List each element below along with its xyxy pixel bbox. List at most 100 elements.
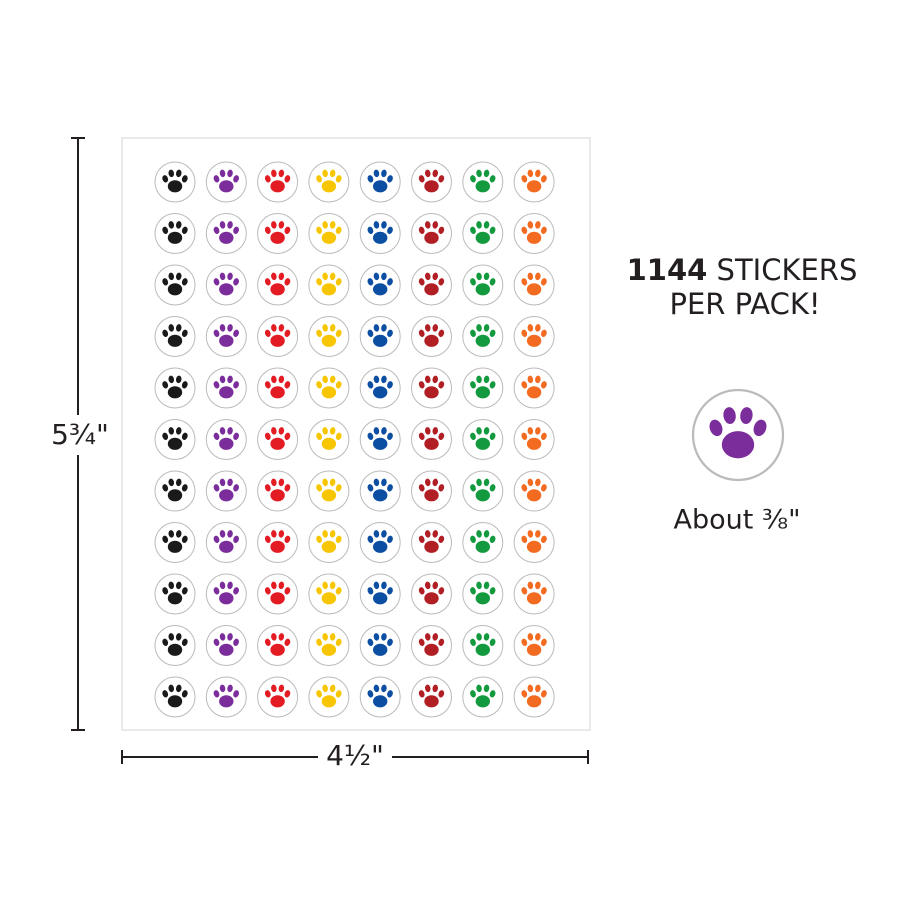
paw: [213, 581, 239, 605]
paw-sticker: [359, 367, 401, 409]
paw-toe: [181, 484, 188, 492]
paw-toe: [476, 272, 482, 281]
paw: [470, 633, 496, 656]
paw-toe: [213, 329, 220, 337]
paw-pad: [424, 180, 439, 193]
paw-toe: [387, 432, 393, 440]
paw-toe: [329, 684, 336, 693]
paw-pad: [167, 695, 183, 708]
paw-toe: [367, 484, 374, 492]
paw-sticker: [205, 676, 247, 718]
paw-toe: [418, 690, 425, 698]
paw-toe: [322, 684, 328, 693]
paw-toe: [213, 175, 220, 183]
paw-toe: [168, 581, 175, 590]
paw-pad: [270, 540, 285, 553]
paw-pad: [526, 437, 542, 450]
paw: [418, 478, 445, 502]
paw-pad: [321, 334, 337, 347]
paw-toe: [381, 272, 387, 281]
paw-sticker: [513, 264, 555, 306]
paw-pad: [321, 231, 337, 244]
paw-toe: [521, 484, 528, 492]
paw-toe: [316, 638, 322, 646]
paw-toe: [284, 690, 291, 698]
paw-toe: [175, 581, 182, 590]
paw-toe: [521, 587, 528, 595]
paw-sticker: [513, 419, 555, 460]
paw-toe: [373, 581, 380, 590]
paw-toe: [219, 375, 226, 384]
paw-pad: [321, 437, 337, 450]
paw-toe: [367, 381, 374, 389]
paw: [316, 684, 342, 708]
paw-toe: [335, 226, 342, 234]
paw: [162, 581, 188, 605]
paw-sticker: [154, 522, 196, 563]
paw-toe: [476, 427, 482, 435]
paw-toe: [284, 175, 291, 183]
paw-toe: [489, 587, 496, 595]
paw-toe: [387, 690, 393, 698]
paw-toe: [264, 381, 271, 389]
paw-pad: [219, 386, 234, 399]
paw-pad: [424, 437, 439, 450]
paw-toe: [175, 633, 182, 641]
paw-toe: [271, 324, 277, 332]
paw: [316, 581, 342, 605]
paw-toe: [168, 169, 175, 178]
paw-toe: [322, 530, 328, 538]
paw-toe: [335, 638, 342, 646]
paw-sticker: [513, 367, 555, 409]
paw-pad: [219, 540, 234, 553]
paw-sticker: [513, 573, 555, 615]
paw-toe: [432, 169, 439, 178]
paw-toe: [213, 638, 220, 646]
paw-sticker: [154, 161, 196, 203]
paw-toe: [316, 175, 322, 183]
paw-sticker: [154, 213, 196, 254]
paw-toe: [264, 432, 271, 440]
paw-pad: [526, 231, 542, 244]
paw: [264, 169, 291, 193]
paw: [367, 633, 393, 656]
paw-toe: [424, 478, 431, 487]
paw-sticker: [205, 419, 247, 460]
paw-toe: [418, 638, 425, 646]
paw-toe: [527, 478, 534, 487]
paw-toe: [740, 407, 753, 424]
paw: [418, 633, 445, 656]
paw-toe: [227, 581, 233, 590]
paw-toe: [233, 175, 239, 183]
paw: [162, 221, 188, 244]
paw-toe: [335, 175, 342, 183]
paw-toe: [162, 587, 169, 595]
paw-sticker: [308, 470, 350, 512]
paw-toe: [271, 530, 277, 538]
paw-toe: [535, 684, 541, 693]
paw-toe: [219, 478, 226, 487]
paw: [162, 633, 188, 656]
paw-toe: [168, 530, 175, 538]
paw-toe: [316, 535, 322, 543]
paw-toe: [424, 633, 431, 641]
paw-toe: [470, 226, 476, 234]
paw-toe: [418, 226, 425, 234]
paw-toe: [219, 427, 226, 435]
paw-toe: [432, 272, 439, 281]
paw-toe: [271, 375, 277, 384]
paw-toe: [418, 432, 425, 440]
paw-toe: [489, 432, 496, 440]
paw-toe: [213, 690, 220, 698]
paw-sticker: [359, 213, 401, 254]
paw-toe: [521, 638, 528, 646]
sticker-count: 1144: [627, 253, 708, 287]
paw-sticker: [154, 264, 196, 306]
paw-toe: [316, 381, 322, 389]
paw-pad: [219, 592, 234, 605]
paw-sticker: [359, 264, 401, 306]
paw-toe: [527, 684, 534, 693]
paw-pad: [219, 180, 234, 193]
paw-toe: [432, 221, 439, 229]
paw-toe: [387, 638, 393, 646]
